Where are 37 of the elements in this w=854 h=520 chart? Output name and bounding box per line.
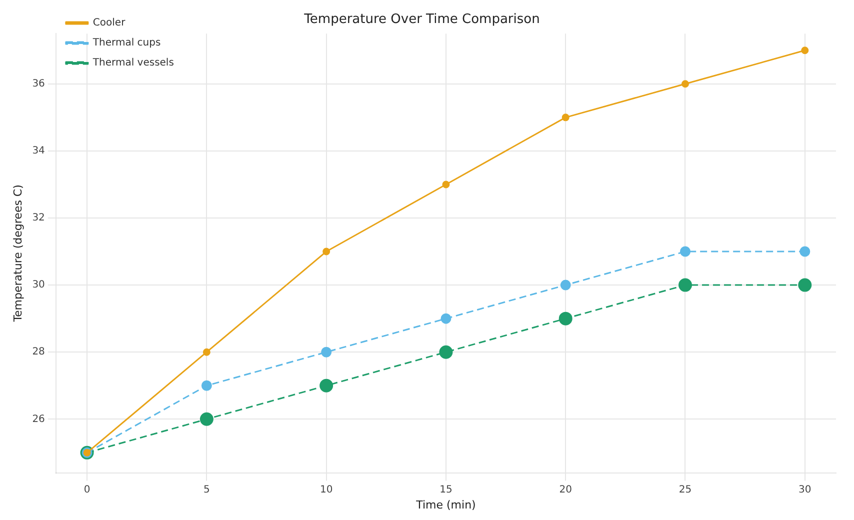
x-tick-label: 15 [440,484,452,496]
y-tick-label: 28 [32,346,45,358]
point [798,278,812,292]
point [439,345,453,359]
x-tick-label: 10 [320,484,333,496]
chart-title: Temperature Over Time Comparison [303,12,540,28]
point [682,80,689,88]
point [202,348,210,356]
point [320,378,334,392]
point [322,248,330,256]
y-tick-label: 30 [32,280,45,291]
point [558,312,572,326]
point [440,313,452,324]
x-tick-label: 25 [678,484,692,496]
point [321,346,332,358]
legend-label: Cooler [92,18,126,29]
point [560,280,571,290]
point [562,114,570,122]
y-axis-title: Temperature (degrees C) [11,184,24,323]
legend-label: Thermal cups [92,38,161,49]
y-tick-label: 32 [32,212,45,224]
point [200,412,214,426]
x-tick-label: 30 [798,484,812,496]
y-tick-label: 34 [32,146,45,157]
point [678,278,692,292]
x-tick-label: 0 [84,484,90,496]
x-tick-label: 5 [203,484,210,496]
point [801,46,809,54]
x-tick-label: 20 [559,484,572,496]
y-tick-label: 36 [32,78,45,90]
point [800,246,810,257]
y-tick-label: 26 [32,414,45,425]
point [201,380,212,391]
x-axis-title: Time (min) [415,498,476,512]
legend-label: Thermal vessels [92,58,174,69]
point [680,246,690,257]
point [442,180,450,188]
